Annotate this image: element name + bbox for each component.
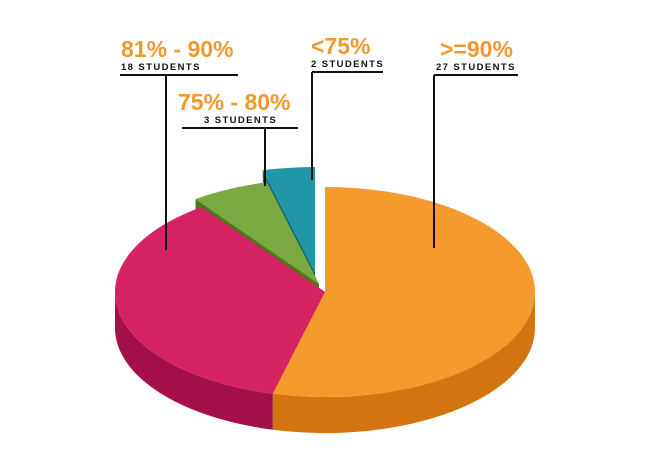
label-75-80: 75% - 80% 3 STUDENTS bbox=[178, 91, 291, 126]
slice-side-wall bbox=[115, 292, 273, 430]
slice-label: <75% bbox=[311, 33, 371, 59]
pie-slice bbox=[272, 187, 535, 433]
slice-count: 27 STUDENTS bbox=[436, 62, 516, 73]
label-81-90: 81% - 90% 18 STUDENTS bbox=[121, 38, 234, 73]
slice-top bbox=[262, 167, 315, 272]
slice-count: 18 STUDENTS bbox=[121, 62, 201, 73]
slice-top bbox=[272, 187, 535, 397]
slice-label: 75% - 80% bbox=[178, 89, 291, 115]
label-under-75: <75% 2 STUDENTS bbox=[311, 35, 384, 70]
slice-label: 81% - 90% bbox=[121, 36, 234, 62]
slice-top bbox=[195, 182, 319, 284]
slice-count: 2 STUDENTS bbox=[311, 59, 385, 70]
slice-side-wall bbox=[272, 292, 535, 433]
slice-label: >=90% bbox=[440, 36, 513, 62]
label-90-plus: >=90% 27 STUDENTS bbox=[436, 38, 516, 73]
slice-top bbox=[114, 207, 325, 394]
slice-count: 3 STUDENTS bbox=[204, 115, 278, 126]
